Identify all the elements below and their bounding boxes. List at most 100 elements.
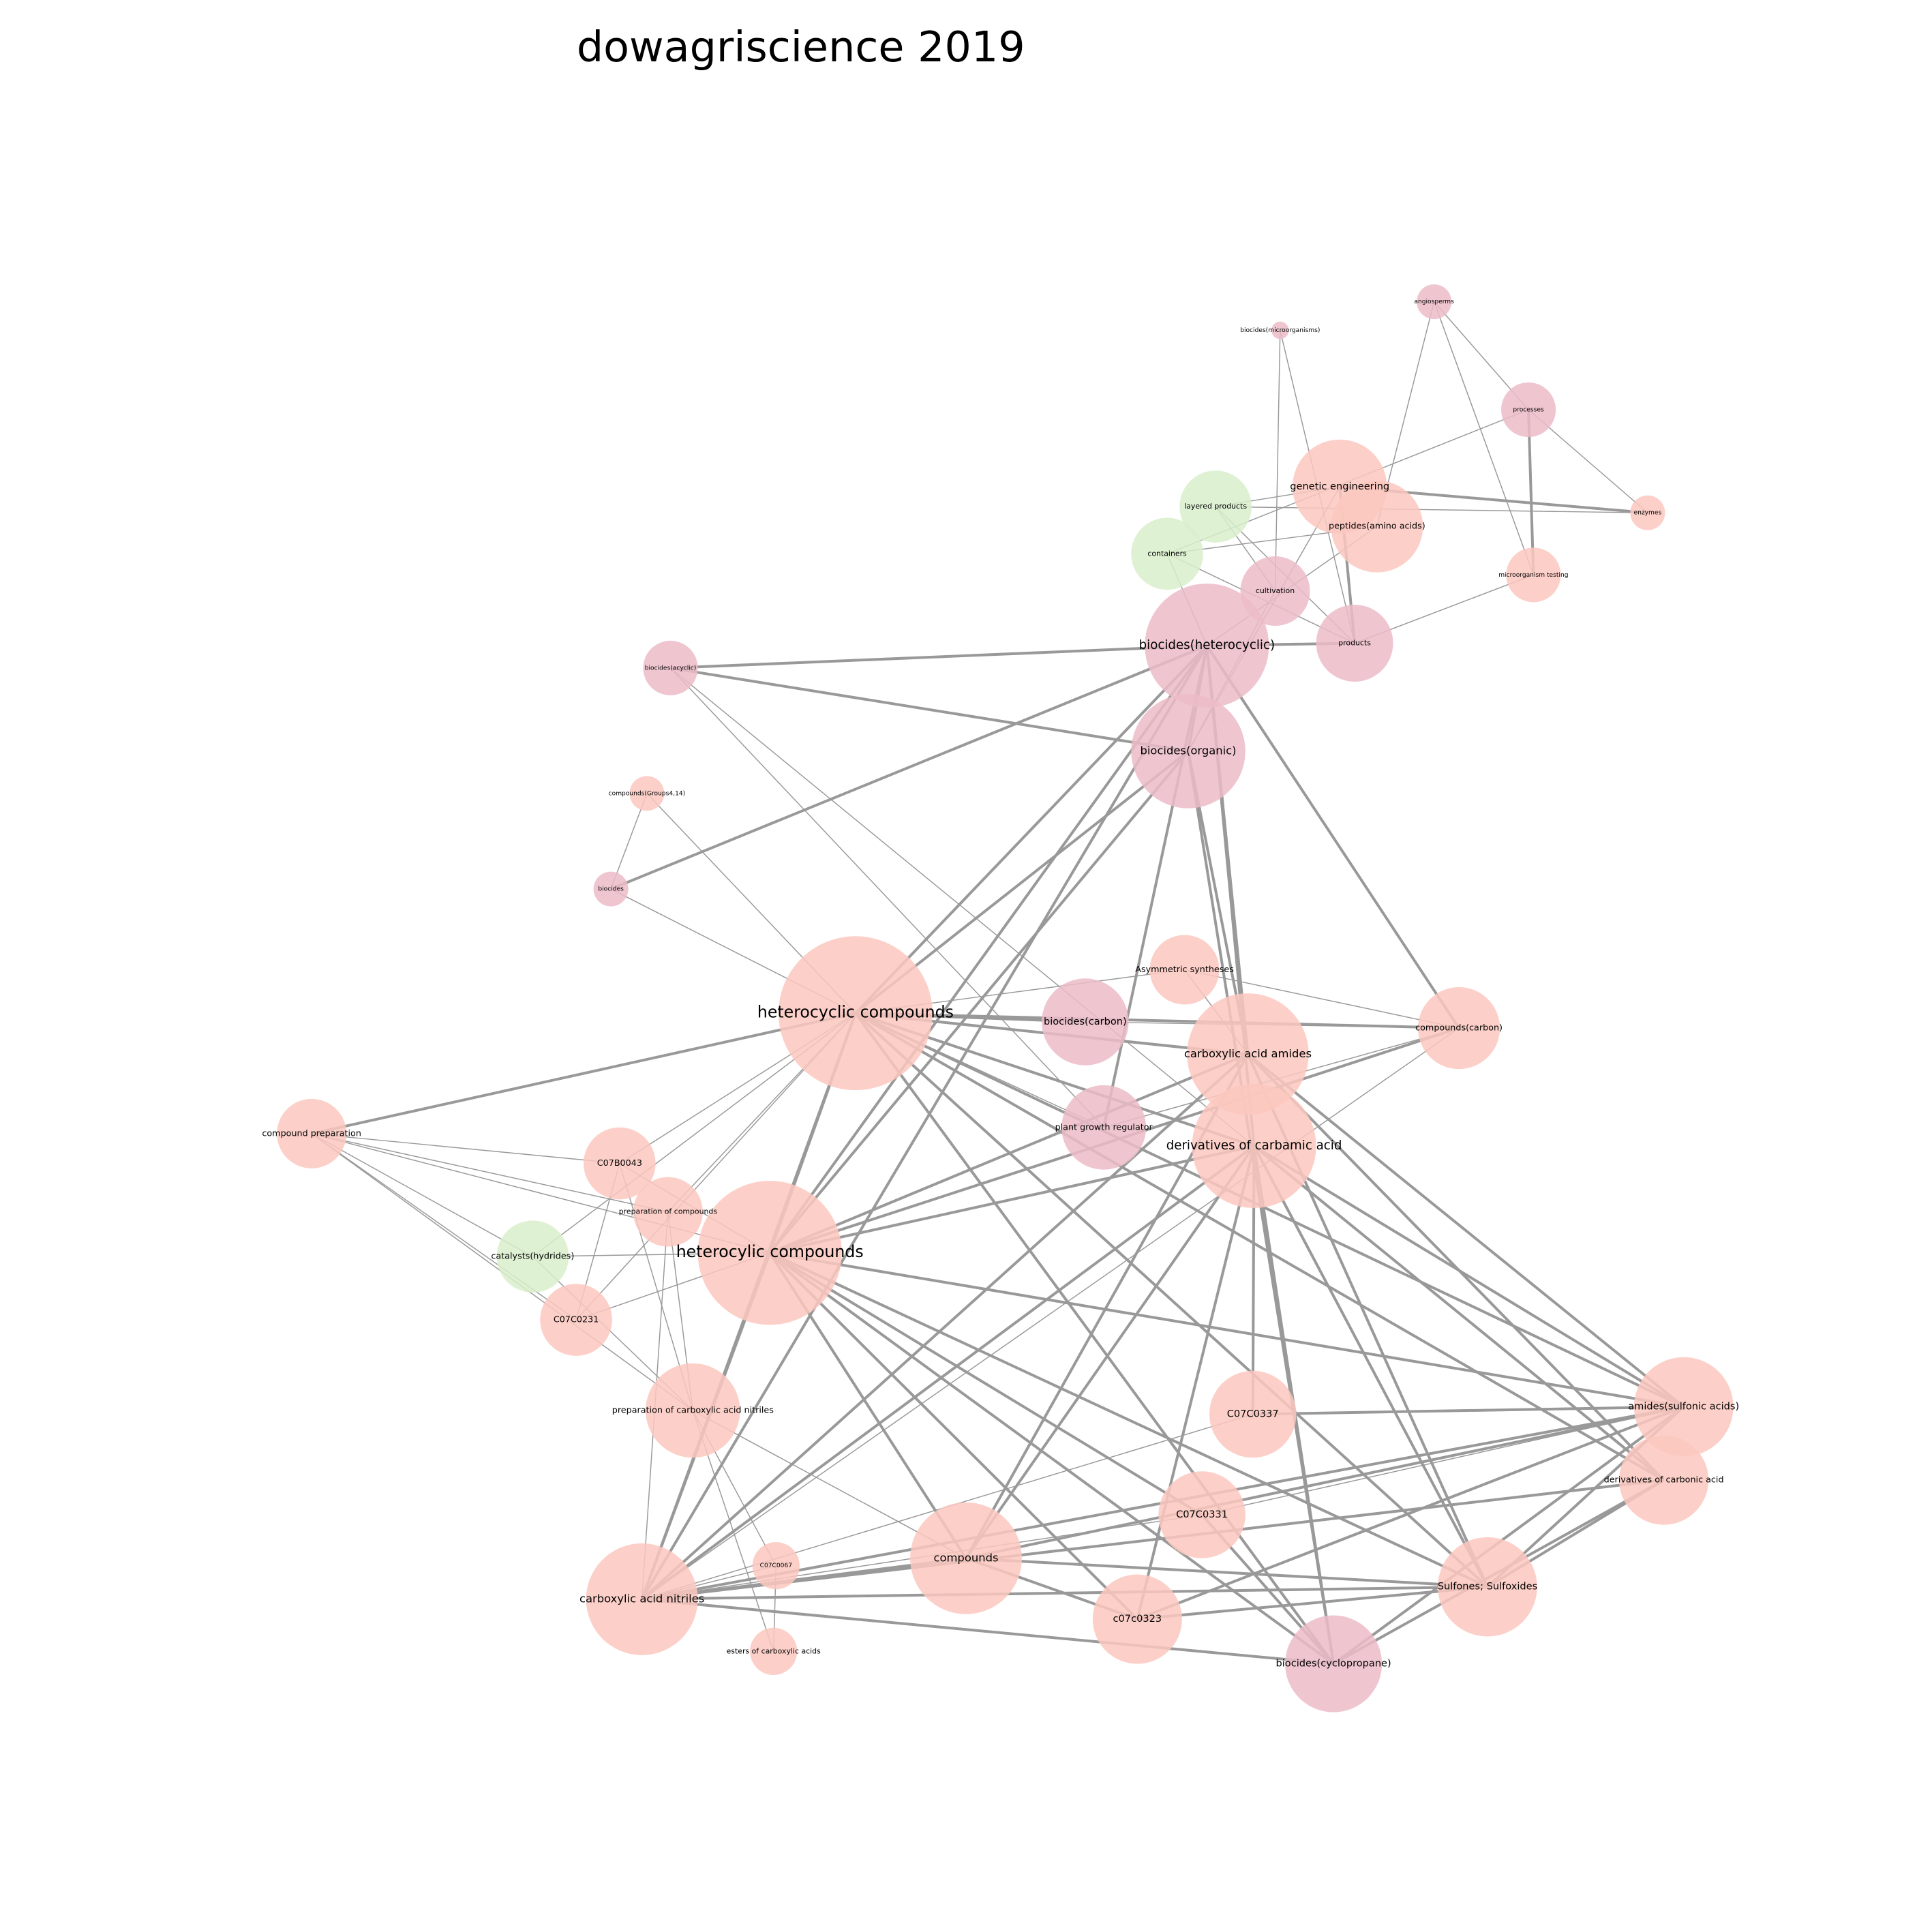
node-label: genetic engineering	[1290, 481, 1389, 492]
edge	[1433, 301, 1535, 575]
node	[1619, 1435, 1709, 1525]
node	[277, 1098, 347, 1168]
edge-strong	[1527, 409, 1535, 575]
node	[1192, 1084, 1316, 1209]
node	[584, 1127, 656, 1200]
edge-strong	[642, 1479, 1664, 1601]
node-label: derivatives of carbamic acid	[1166, 1138, 1342, 1153]
node	[1209, 1370, 1297, 1458]
node	[1633, 1357, 1734, 1457]
edge-strong	[768, 750, 1190, 1254]
node	[1187, 993, 1309, 1115]
node	[1271, 321, 1289, 339]
edge-strong	[642, 1597, 1334, 1665]
node	[496, 1220, 569, 1293]
node	[1061, 1085, 1147, 1170]
node	[1316, 604, 1393, 682]
node	[1158, 1471, 1246, 1558]
node-label: carboxylic acid nitriles	[579, 1592, 704, 1605]
node-label: amides(sulfonic acids)	[1628, 1401, 1739, 1413]
node-label: plant growth regulator	[1055, 1122, 1153, 1132]
edge-strong	[855, 1012, 1685, 1408]
node-label: cultivation	[1256, 586, 1295, 595]
edge	[669, 667, 1104, 1128]
node	[697, 1181, 842, 1325]
edge-strong	[1205, 644, 1460, 1029]
node	[1131, 694, 1246, 809]
node-label: C07C0331	[1176, 1509, 1228, 1520]
node-label: C07B0043	[597, 1158, 642, 1168]
node-label: biocides(organic)	[1140, 744, 1236, 757]
node-label: catalysts(hydrides)	[491, 1252, 574, 1262]
edge-strong	[854, 1012, 1335, 1665]
edge-strong	[855, 1012, 1460, 1030]
node	[1145, 584, 1269, 708]
node-label: compounds(Groups4,14)	[609, 790, 686, 797]
node	[750, 1627, 798, 1675]
node-label: carboxylic acid amides	[1184, 1047, 1312, 1060]
node-label: Sulfones; Sulfoxides	[1438, 1581, 1537, 1593]
edge-strong	[768, 1252, 1138, 1620]
edge-strong	[769, 1252, 1335, 1665]
node-label: angiosperms	[1414, 299, 1454, 305]
node-label: biocides(cyclopropane)	[1276, 1658, 1391, 1670]
node	[646, 1363, 740, 1458]
edge-strong	[965, 1145, 1256, 1559]
node-label: compounds(carbon)	[1415, 1023, 1503, 1033]
edge	[1274, 330, 1281, 591]
edge-strong	[1253, 1145, 1685, 1408]
title: dowagriscience 2019	[577, 22, 1025, 72]
node	[1331, 480, 1423, 573]
node	[910, 1502, 1022, 1614]
node	[1092, 1574, 1182, 1664]
node-label: c07c0323	[1113, 1613, 1162, 1625]
edge-strong	[769, 1251, 1685, 1408]
node	[633, 1177, 703, 1247]
node	[1630, 495, 1665, 530]
edge-strong	[1252, 1405, 1684, 1416]
edge-strong	[1332, 1405, 1685, 1665]
edge	[311, 1133, 669, 1213]
node-label: containers	[1147, 549, 1187, 558]
node-label: C07C0231	[554, 1315, 599, 1325]
node	[1285, 1615, 1383, 1712]
node	[540, 1284, 612, 1356]
edge-strong	[854, 1012, 1489, 1588]
node-label: biocides(carbon)	[1044, 1016, 1127, 1027]
node	[1042, 978, 1129, 1066]
node-label: heterocyclic compounds	[757, 1003, 954, 1022]
edge-strong	[610, 644, 1208, 890]
edge	[1216, 506, 1648, 513]
edge-strong	[769, 1252, 1203, 1516]
node	[586, 1543, 698, 1655]
edge-strong	[769, 1053, 1249, 1254]
node-label: derivatives of carbonic acid	[1604, 1475, 1724, 1485]
edge-strong	[854, 1012, 1665, 1481]
node-label: microorganism testing	[1498, 572, 1568, 579]
node	[1438, 1537, 1537, 1637]
node	[643, 640, 698, 695]
edge	[311, 1133, 533, 1257]
edge-strong	[1136, 1405, 1685, 1620]
edge	[670, 667, 1255, 1147]
edge-strong	[854, 644, 1208, 1014]
node	[1149, 935, 1220, 1005]
edge-strong	[769, 1251, 1488, 1588]
node	[593, 871, 629, 907]
node	[1179, 470, 1252, 543]
node	[1131, 517, 1203, 590]
edge-strong	[965, 1405, 1685, 1560]
edge-strong	[965, 1556, 1488, 1588]
node-label: enzymes	[1634, 510, 1662, 517]
edge-strong	[670, 644, 1207, 669]
edge-strong	[641, 1145, 1255, 1601]
nodes: heterocyclic compounds heterocylic compou…	[262, 284, 1739, 1712]
node-label: biocides	[598, 886, 624, 893]
node-label: esters of carboxylic acids	[727, 1646, 821, 1655]
edge-strong	[640, 645, 1209, 1600]
node-label: layered products	[1184, 502, 1247, 511]
edge	[1184, 969, 1460, 1029]
